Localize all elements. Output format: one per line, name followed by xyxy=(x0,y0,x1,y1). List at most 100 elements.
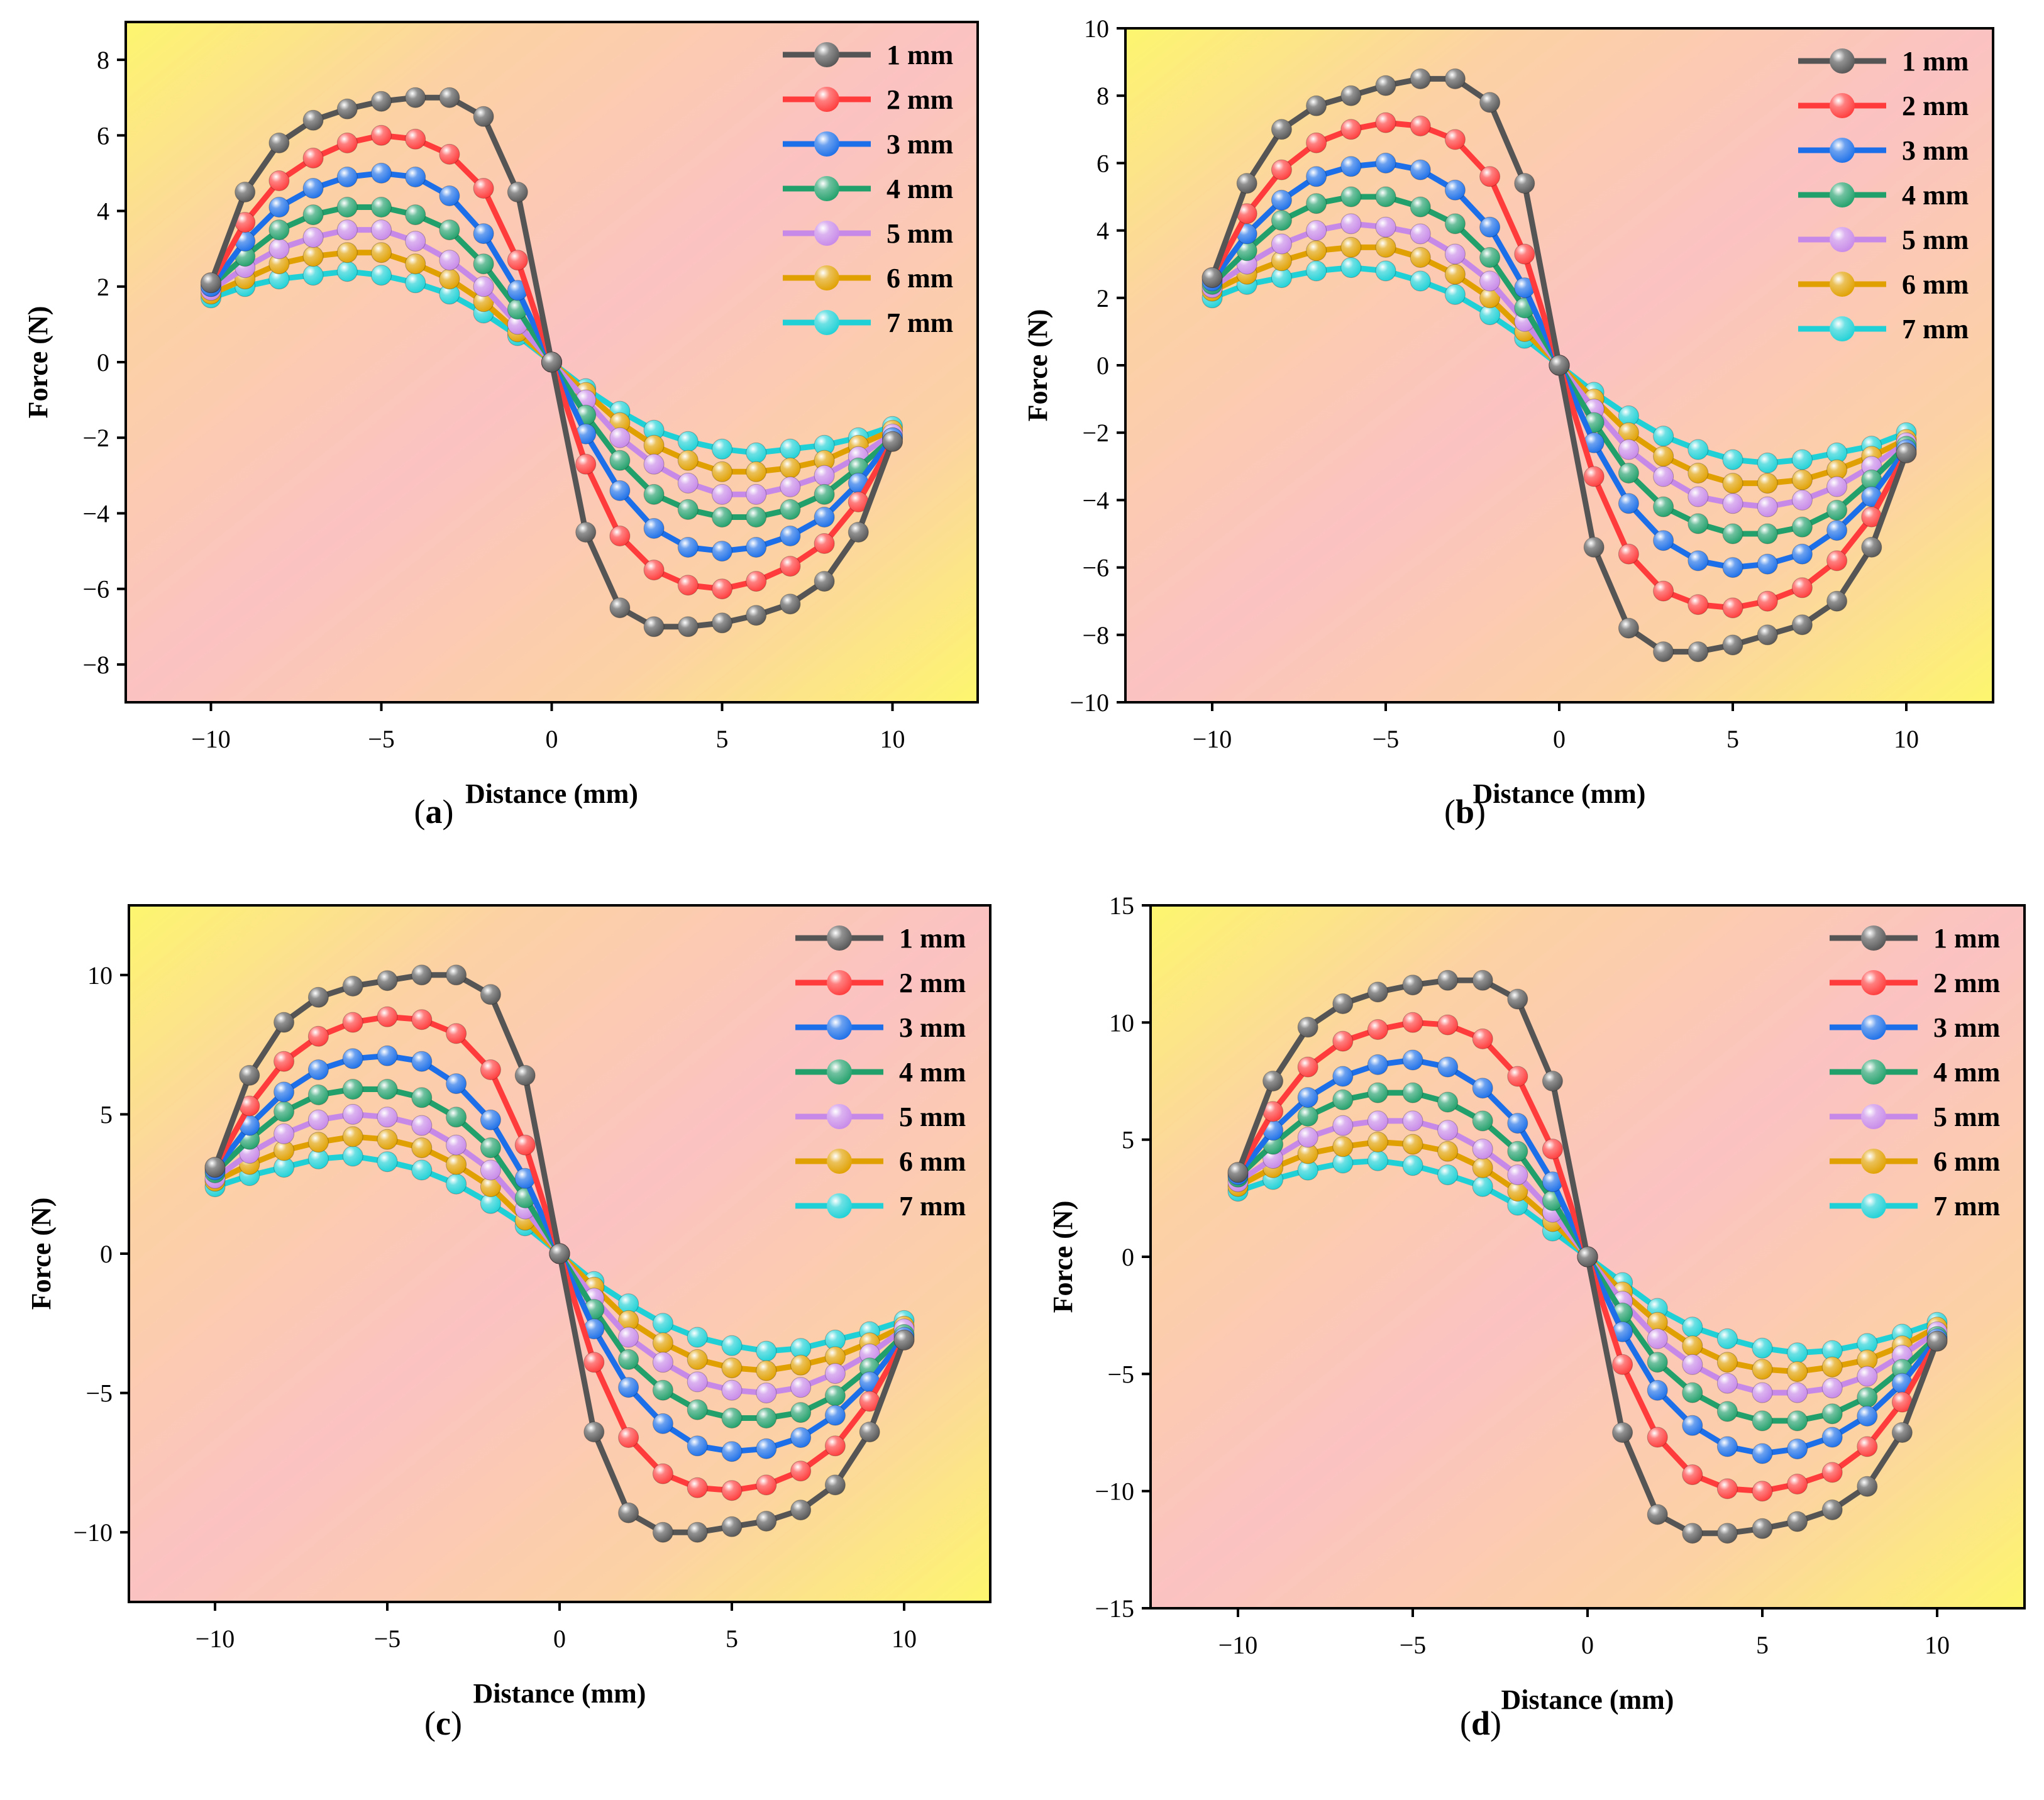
data-point xyxy=(405,204,426,226)
data-point xyxy=(1791,489,1813,511)
data-point xyxy=(1653,530,1674,551)
caption-a: (a) xyxy=(414,793,454,831)
data-point xyxy=(1367,1054,1388,1075)
data-point xyxy=(1821,1403,1843,1425)
y-tick-label: 0 xyxy=(1097,351,1109,380)
data-point xyxy=(1682,1317,1703,1338)
data-point xyxy=(712,578,732,600)
data-point xyxy=(1688,641,1709,663)
data-point xyxy=(1787,1474,1808,1494)
data-point xyxy=(575,522,597,543)
data-point xyxy=(1340,85,1362,106)
data-point xyxy=(1306,220,1327,241)
data-point xyxy=(652,1463,673,1484)
data-point xyxy=(377,970,398,991)
data-point xyxy=(1857,1436,1878,1457)
data-point xyxy=(1688,439,1709,460)
x-tick-label: 5 xyxy=(1726,725,1739,753)
data-point xyxy=(1202,267,1223,289)
data-point xyxy=(268,170,290,191)
data-point xyxy=(307,1109,329,1130)
data-point xyxy=(1332,1136,1354,1157)
data-point xyxy=(1716,1372,1738,1394)
data-point xyxy=(549,1243,570,1264)
x-tick-label: −5 xyxy=(368,725,395,753)
data-point xyxy=(721,1480,743,1501)
data-point xyxy=(790,1499,812,1521)
data-point xyxy=(1402,1134,1423,1155)
legend-label-7mm: 7 mm xyxy=(887,307,953,338)
data-point xyxy=(1787,1410,1808,1432)
data-point xyxy=(712,483,732,505)
data-point xyxy=(1826,476,1848,497)
data-point xyxy=(1340,156,1362,177)
data-point xyxy=(780,594,801,615)
data-point xyxy=(756,1383,777,1404)
y-tick-label: 8 xyxy=(97,46,109,74)
legend-marker xyxy=(814,221,839,246)
data-point xyxy=(473,276,494,297)
data-point xyxy=(1618,463,1639,483)
data-point xyxy=(1479,92,1501,113)
x-tick-label: −10 xyxy=(196,1625,235,1653)
legend-marker xyxy=(1861,925,1886,951)
data-point xyxy=(1716,1328,1738,1349)
legend-label-2mm: 2 mm xyxy=(887,84,953,115)
y-tick-label: 10 xyxy=(1109,1008,1134,1037)
legend-marker xyxy=(1830,272,1855,297)
data-point xyxy=(721,1335,743,1356)
data-point xyxy=(342,1103,363,1125)
data-point xyxy=(780,476,801,497)
data-point xyxy=(1297,1105,1318,1127)
data-point xyxy=(1653,446,1674,467)
data-point xyxy=(1716,1478,1738,1499)
data-point xyxy=(1479,247,1501,268)
data-point xyxy=(790,1460,812,1482)
data-point xyxy=(1612,1354,1633,1375)
legend-label-7mm: 7 mm xyxy=(1933,1191,2000,1222)
data-point xyxy=(1826,520,1848,541)
data-point xyxy=(1332,1089,1354,1110)
data-point xyxy=(1340,213,1362,235)
data-point xyxy=(1479,216,1501,238)
data-point xyxy=(1340,119,1362,140)
data-point xyxy=(1688,550,1709,571)
data-point xyxy=(1507,1164,1528,1186)
data-point xyxy=(302,227,324,248)
chart-d-svg: −10 −5 0 5 10 −15 −10 −5 0 5 10 15 Distance (mm) Forc… xyxy=(1047,892,2026,1715)
data-point xyxy=(514,1134,536,1156)
data-point xyxy=(618,1502,639,1523)
data-point xyxy=(405,128,426,150)
legend-marker xyxy=(827,970,852,995)
data-point xyxy=(405,87,426,108)
data-point xyxy=(609,526,631,546)
legend-label-4mm: 4 mm xyxy=(1933,1057,2000,1088)
data-point xyxy=(1507,1113,1528,1134)
data-point xyxy=(882,431,903,452)
data-point xyxy=(377,1045,398,1066)
data-point xyxy=(712,541,732,562)
data-point xyxy=(652,1352,673,1373)
data-point xyxy=(824,1474,846,1496)
data-point xyxy=(480,984,501,1005)
data-point xyxy=(1472,969,1493,991)
data-point xyxy=(1444,129,1466,150)
data-point xyxy=(609,427,631,448)
legend-label-5mm: 5 mm xyxy=(1902,224,1969,255)
data-point xyxy=(721,1408,743,1428)
data-point xyxy=(1787,1511,1808,1532)
data-point xyxy=(756,1360,777,1381)
legend-label-1mm: 1 mm xyxy=(899,923,966,954)
data-point xyxy=(1271,210,1292,231)
data-point xyxy=(652,1332,673,1354)
data-point xyxy=(1306,260,1327,282)
data-point xyxy=(1472,1176,1493,1197)
data-point xyxy=(446,1173,467,1195)
y-tick-label: 0 xyxy=(97,348,109,377)
data-point xyxy=(1857,1387,1878,1408)
data-point xyxy=(411,1159,433,1181)
data-point xyxy=(1340,257,1362,279)
legend-label-4mm: 4 mm xyxy=(887,174,953,204)
y-tick-label: 6 xyxy=(1097,149,1109,177)
data-point xyxy=(446,1023,467,1044)
